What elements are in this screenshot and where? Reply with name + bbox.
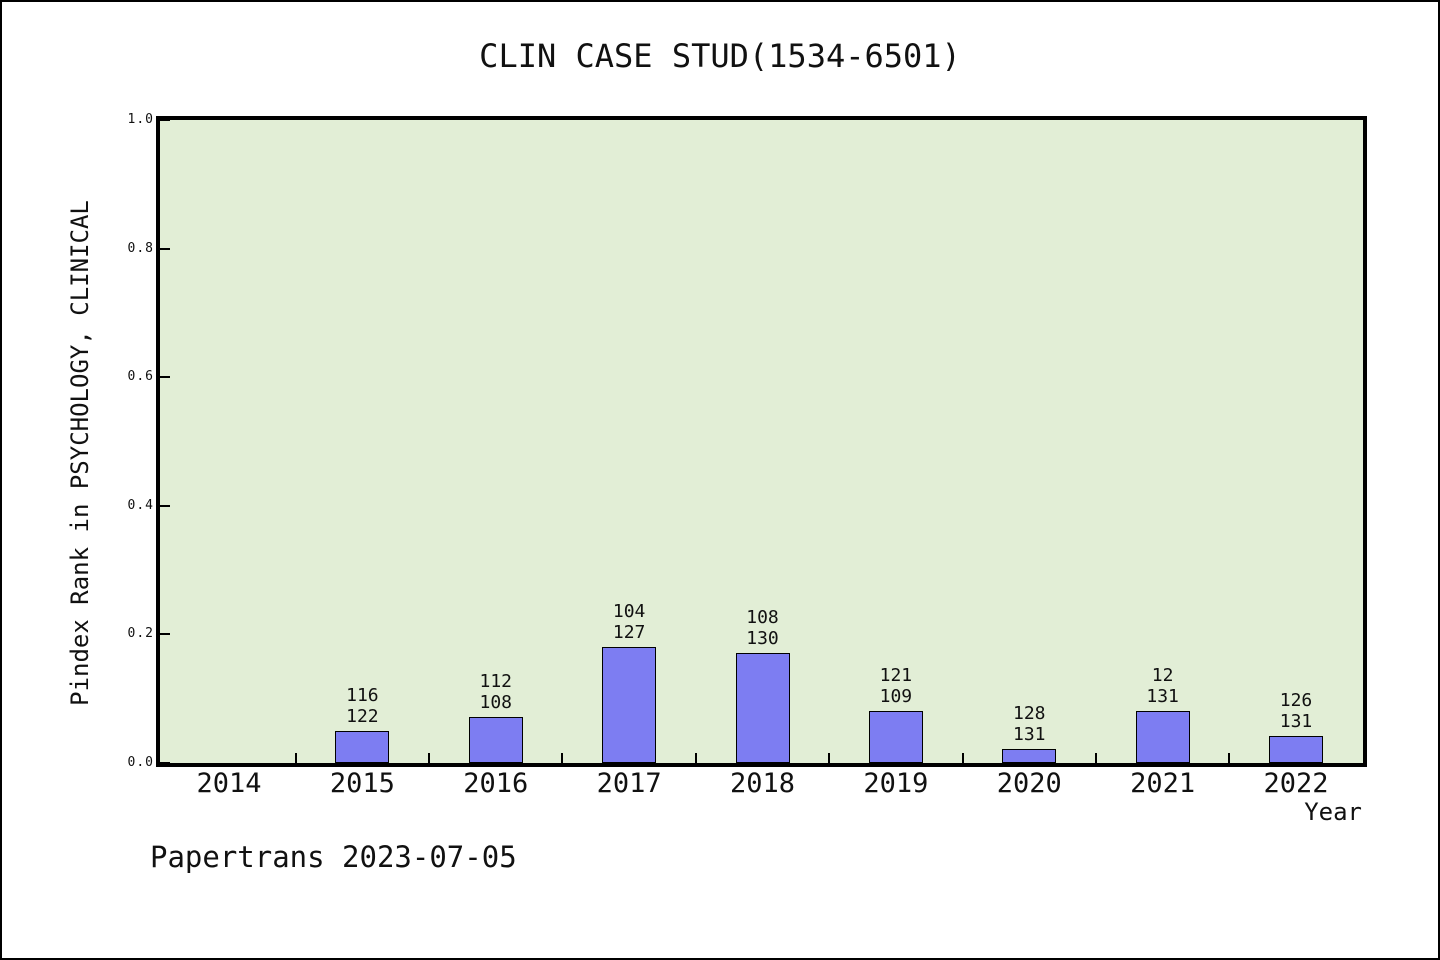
bar <box>468 717 523 763</box>
bar-label-bottom: 130 <box>746 628 779 649</box>
bar <box>868 711 923 763</box>
bar-label-bottom: 131 <box>1012 724 1046 745</box>
x-tick-label: 2016 <box>463 768 529 799</box>
x-tick-label: 2017 <box>596 768 662 799</box>
x-tick-mark <box>828 753 831 763</box>
y-tick-label: 0.0 <box>127 755 154 770</box>
bar-value-label: 12 131 <box>1113 665 1213 707</box>
x-tick-label: 2020 <box>996 768 1062 799</box>
y-tick-mark <box>160 633 170 636</box>
x-tick-mark <box>1228 753 1231 763</box>
x-tick-label: 2021 <box>1130 768 1196 799</box>
bar-value-label: 126 131 <box>1246 690 1346 732</box>
x-tick-mark <box>1094 753 1097 763</box>
y-tick-label: 0.4 <box>127 497 154 513</box>
bar-label-top: 116 <box>346 685 379 706</box>
x-axis-label: Year <box>1304 798 1362 826</box>
bar-value-label: 116 122 <box>312 685 412 727</box>
bar-label-bottom: 131 <box>1279 711 1313 732</box>
bar-value-label: 104 127 <box>579 601 679 643</box>
bar-label-top: 108 <box>746 607 779 628</box>
y-tick-label: 0.2 <box>127 626 154 642</box>
bar-value-label: 108 130 <box>713 607 813 649</box>
bar-label-top: 128 <box>1012 703 1046 724</box>
y-tick-label: 0.6 <box>127 369 154 385</box>
y-tick-mark <box>160 376 170 379</box>
y-tick-label: 0.8 <box>127 240 154 256</box>
bar-value-label: 128 131 <box>979 703 1079 745</box>
x-tick-label: 2022 <box>1263 768 1329 799</box>
bar-label-bottom: 109 <box>879 686 913 707</box>
bar <box>1135 711 1190 763</box>
y-tick-mark <box>160 504 170 507</box>
bar-label-bottom: 127 <box>612 622 646 643</box>
x-tick-label: 2014 <box>196 768 262 799</box>
x-tick-mark <box>294 753 297 763</box>
y-tick-mark <box>160 119 170 121</box>
x-tick-label: 2019 <box>863 768 929 799</box>
chart-title: CLIN CASE STUD(1534-6501) <box>479 37 961 75</box>
bar-value-label: 121 109 <box>846 665 946 707</box>
bar-label-bottom: 122 <box>346 706 379 727</box>
bar-label-top: 112 <box>479 671 512 692</box>
bar-label-top: 126 <box>1279 690 1313 711</box>
y-tick-mark <box>160 247 170 250</box>
y-tick-label: 1.0 <box>127 112 154 127</box>
bar-label-top: 121 <box>879 665 913 686</box>
x-tick-mark <box>428 753 431 763</box>
bar-label-top: 12 <box>1151 665 1174 686</box>
x-tick-mark <box>561 753 564 763</box>
bar-value-label: 112 108 <box>446 671 546 713</box>
x-tick-label: 2015 <box>329 768 395 799</box>
x-tick-mark <box>694 753 697 763</box>
y-tick-mark <box>160 762 170 764</box>
bar-label-top: 104 <box>612 601 646 622</box>
x-tick-label: 2018 <box>729 768 796 799</box>
bar <box>602 647 657 763</box>
x-tick-mark <box>961 753 964 763</box>
y-axis-label: Pindex Rank in PSYCHOLOGY, CLINICAL <box>66 200 94 706</box>
watermark-text: Papertrans 2023-07-05 <box>150 840 517 874</box>
bar-label-bottom: 131 <box>1146 686 1179 707</box>
bar <box>1002 749 1057 763</box>
bar <box>1269 736 1323 763</box>
bar-label-bottom: 108 <box>479 692 512 713</box>
bar <box>735 653 790 763</box>
bar <box>335 731 390 763</box>
